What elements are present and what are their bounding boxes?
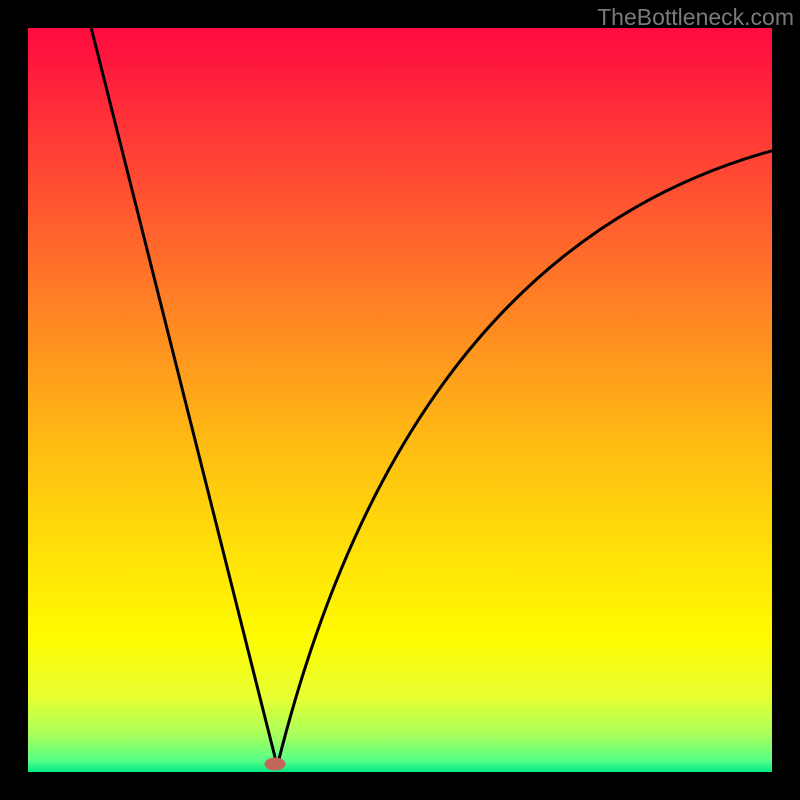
plot-area: [28, 28, 772, 772]
watermark-text: TheBottleneck.com: [597, 4, 794, 31]
bottleneck-curve: [28, 28, 772, 772]
curve-path: [91, 28, 772, 766]
minimum-marker: [265, 757, 286, 770]
chart-container: TheBottleneck.com: [0, 0, 800, 800]
